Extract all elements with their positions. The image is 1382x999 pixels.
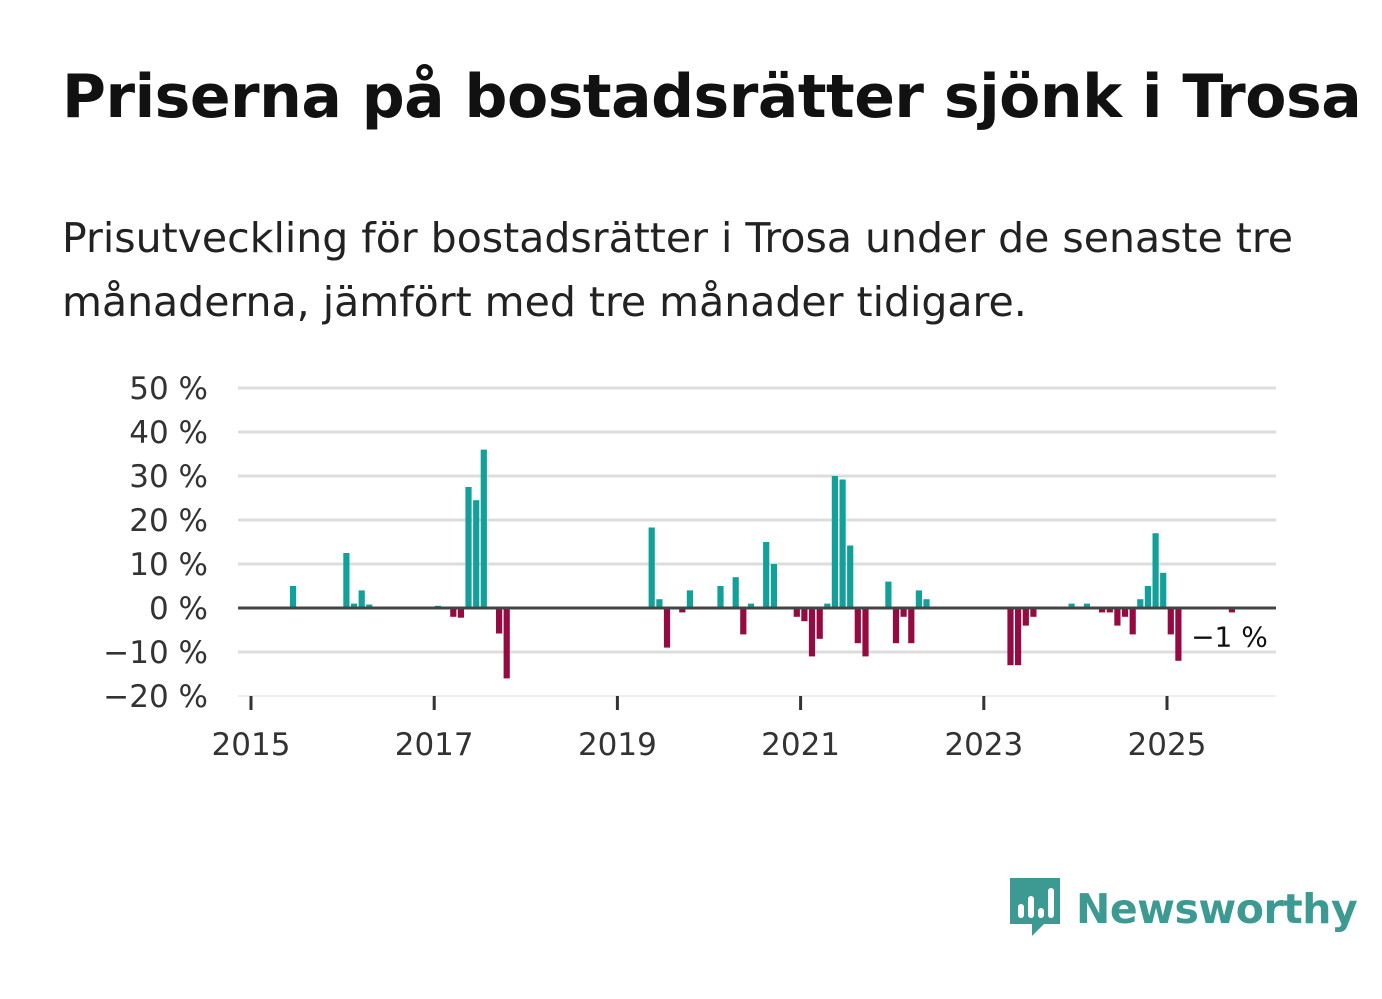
gridlines: [238, 386, 1276, 697]
bar: [862, 608, 869, 657]
bar: [824, 603, 831, 608]
bar: [289, 586, 297, 608]
bar: [1015, 608, 1022, 666]
bar: [480, 449, 487, 608]
newsworthy-logo: Newsworthy: [1010, 878, 1358, 940]
y-axis-ticks: 50 % 40 % 30 % 20 % 10 % 0 % −10 % −20 %: [103, 371, 208, 715]
bar: [892, 608, 900, 644]
bar: [366, 604, 373, 608]
newsworthy-logo-icon: [1010, 878, 1060, 936]
y-tick-label: 0 %: [149, 591, 208, 627]
x-tick-label: 2015: [212, 727, 291, 763]
bar: [1152, 533, 1159, 608]
bar: [923, 599, 930, 608]
bar: [770, 564, 777, 608]
x-tick-label: 2019: [578, 727, 657, 763]
x-tick-label: 2025: [1128, 727, 1207, 763]
bar: [885, 581, 892, 608]
bar: [1007, 608, 1014, 666]
bar: [1121, 608, 1129, 617]
bar: [717, 586, 724, 608]
x-tick-label: 2023: [944, 727, 1023, 763]
bar: [793, 608, 800, 617]
y-tick-label: 10 %: [129, 547, 208, 583]
bar: [747, 603, 755, 608]
bar: [808, 608, 816, 657]
bar: [679, 608, 686, 613]
bar: [839, 479, 846, 608]
bar: [663, 608, 671, 648]
bar: [648, 527, 655, 608]
y-tick-label: 20 %: [129, 503, 208, 539]
bar: [358, 590, 365, 608]
y-tick-label: 30 %: [129, 459, 208, 495]
bar: [1129, 608, 1136, 635]
bar: [1022, 608, 1029, 626]
bar: [801, 608, 808, 622]
bar: [686, 590, 693, 608]
bar: [816, 608, 823, 639]
bar: [465, 487, 472, 608]
bar: [1114, 608, 1121, 626]
y-tick-label: 40 %: [129, 415, 208, 451]
bar: [1083, 603, 1090, 608]
bar: [656, 599, 663, 608]
bar: [1137, 599, 1144, 608]
bar: [1144, 586, 1151, 608]
bar: [732, 577, 739, 608]
bar: [1167, 608, 1174, 635]
bar: [350, 603, 358, 608]
bar: [1106, 608, 1113, 613]
bar: [1175, 608, 1182, 661]
bar: [1099, 608, 1106, 613]
x-tick-label: 2017: [395, 727, 474, 763]
bars: [289, 449, 1235, 679]
newsworthy-wordmark: Newsworthy: [1076, 885, 1358, 933]
bar: [503, 608, 510, 679]
x-axis: 2015 2017 2019 2021 2023 2025: [212, 696, 1207, 763]
bar: [908, 608, 915, 644]
chart-subtitle: Prisutveckling för bostadsrätter i Trosa…: [62, 214, 1294, 326]
bar: [740, 608, 747, 635]
bar: [1160, 572, 1167, 608]
bar: [915, 590, 922, 608]
bar: [763, 542, 770, 608]
bar: [854, 608, 861, 644]
y-tick-label: 50 %: [129, 371, 208, 407]
bar: [473, 500, 480, 608]
bar: [457, 608, 464, 618]
x-tick-label: 2021: [761, 727, 840, 763]
bar: [900, 608, 907, 617]
bar: [1068, 603, 1075, 608]
chart-title: Priserna på bostadsrätter sjönk i Trosa: [62, 62, 1362, 132]
y-tick-label: −10 %: [103, 635, 208, 671]
bar: [1228, 608, 1235, 613]
y-tick-label: −20 %: [103, 679, 208, 715]
bar: [496, 608, 503, 634]
bar: [847, 545, 854, 608]
bar: [1030, 608, 1037, 617]
annotation-label: −1 %: [1191, 620, 1268, 653]
bar: [450, 608, 457, 617]
bar: [343, 553, 350, 608]
bar: [831, 476, 838, 608]
annotation: −1 %: [1188, 617, 1271, 656]
